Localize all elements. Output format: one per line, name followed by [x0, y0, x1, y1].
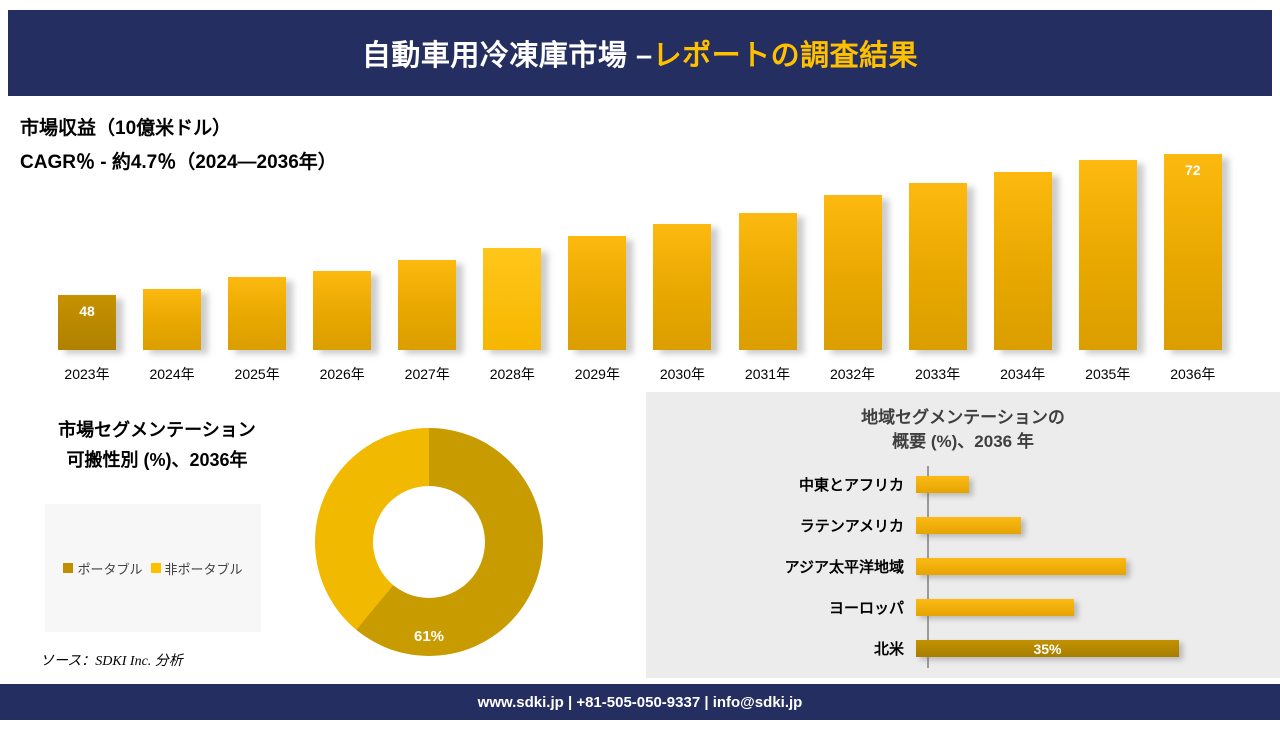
region-row: 中東とアフリカ	[646, 464, 1280, 505]
year-label: 2031年	[744, 366, 791, 382]
bar-value-label: 72	[1185, 162, 1201, 178]
segmentation-title-line1: 市場セグメンテーション	[58, 420, 256, 440]
revenue-bar-column	[143, 289, 202, 350]
revenue-bar	[993, 172, 1052, 350]
region-title: 地域セグメンテーションの 概要 (%)、2036 年	[646, 406, 1280, 454]
revenue-bar	[1078, 160, 1137, 350]
legend-label: 非ポータブル	[164, 561, 243, 577]
donut-chart: 61%	[315, 428, 543, 656]
revenue-bar	[143, 289, 202, 350]
region-label: アジア太平洋地域	[784, 559, 904, 576]
segmentation-panel: 市場セグメンテーション 可搬性別 (%)、2036年 ポータブル 非ポータブル 6…	[0, 392, 642, 678]
year-label: 2035年	[1085, 366, 1131, 382]
donut-hole	[373, 486, 485, 598]
revenue-bar-column	[993, 172, 1052, 350]
footer-bar: www.sdki.jp | +81-505-050-9337 | info@sd…	[0, 684, 1280, 720]
revenue-ylabel: 市場収益（10億米ドル）	[20, 118, 232, 139]
revenue-bar: 48	[58, 295, 116, 350]
year-label: 2030年	[659, 366, 706, 382]
year-label: 2028年	[489, 366, 535, 382]
revenue-year-axis: 2023年 2024年 2025年 2026年 2027年 2028年 2029年 2030年…	[58, 364, 1222, 384]
revenue-bar-column	[1078, 160, 1137, 350]
region-bar	[916, 476, 969, 493]
revenue-bar-column	[653, 224, 712, 350]
revenue-bar-column: 48	[58, 295, 116, 350]
year-label: 2034年	[1000, 366, 1046, 382]
region-label: ヨーロッパ	[828, 600, 904, 617]
region-panel: 地域セグメンテーションの 概要 (%)、2036 年 中東とアフリカ ラテンアメリ…	[646, 392, 1280, 678]
region-bar	[916, 599, 1074, 616]
header-banner: 自動車用冷凍庫市場 –レポートの調査結果	[8, 10, 1272, 96]
year-label: 2032年	[829, 366, 876, 382]
revenue-bar-column: 72	[1163, 154, 1222, 350]
donut-percentage-label: 61%	[413, 628, 445, 645]
legend-swatch-icon	[150, 563, 161, 573]
revenue-bars: 48 72	[58, 150, 1222, 350]
legend-item: ポータブル	[63, 559, 143, 578]
revenue-chart-section: 市場収益（10億米ドル） CAGR％ - 約4.7％（2024―2036年） 4…	[0, 96, 1280, 392]
revenue-bar	[568, 236, 627, 350]
region-title-line1: 地域セグメンテーションの	[861, 408, 1065, 427]
revenue-cagr-note: CAGR％ - 約4.7％（2024―2036年）	[20, 152, 337, 174]
bar-value-label: 48	[79, 303, 95, 319]
region-title-line2: 概要 (%)、2036 年	[892, 431, 1034, 451]
revenue-bar-column	[738, 213, 797, 350]
footer-contact: www.sdki.jp | +81-505-050-9337 | info@sd…	[477, 693, 803, 711]
region-label: ラテンアメリカ	[799, 518, 904, 535]
region-row: アジア太平洋地域	[646, 546, 1280, 587]
year-label: 2023年	[64, 366, 110, 382]
region-row: ラテンアメリカ	[646, 505, 1280, 546]
region-row: ヨーロッパ	[646, 587, 1280, 628]
legend-swatch-icon	[63, 563, 74, 573]
revenue-bar-column	[483, 248, 542, 350]
year-label: 2029年	[574, 366, 620, 382]
revenue-bar	[398, 260, 457, 350]
revenue-chart-heading: 市場収益（10億米ドル） CAGR％ - 約4.7％（2024―2036年）	[20, 112, 1280, 180]
revenue-bar-column	[908, 183, 967, 350]
revenue-bar-column	[228, 277, 287, 350]
region-label: 北米	[873, 641, 904, 658]
page-title: 自動車用冷凍庫市場 –レポートの調査結果	[362, 32, 918, 74]
page-title-gold: レポートの調査結果	[652, 40, 919, 72]
year-label: 2027年	[404, 366, 450, 382]
year-label: 2026年	[319, 366, 365, 382]
year-label: 2024年	[149, 366, 195, 382]
year-label: 2036年	[1170, 366, 1216, 382]
revenue-bar	[313, 271, 372, 350]
revenue-bar-column	[823, 195, 882, 350]
region-bar	[916, 517, 1021, 534]
region-label: 中東とアフリカ	[798, 477, 904, 494]
page-title-white: 自動車用冷凍庫市場 –	[361, 40, 653, 72]
region-row: 北米 35%	[646, 628, 1280, 669]
revenue-bar: 72	[1163, 154, 1222, 350]
legend-item: 非ポータブル	[150, 559, 243, 578]
revenue-bar	[738, 213, 797, 350]
bottom-section: 市場セグメンテーション 可搬性別 (%)、2036年 ポータブル 非ポータブル 6…	[0, 392, 1280, 678]
segmentation-title-line2: 可搬性別 (%)、2036年	[66, 450, 248, 470]
revenue-bar	[228, 277, 287, 350]
revenue-bar-column	[568, 236, 627, 350]
revenue-bar	[908, 183, 967, 350]
region-rows: 中東とアフリカ ラテンアメリカアジア太平洋地域ヨーロッパ北米 35%	[646, 464, 1280, 669]
year-label: 2025年	[234, 366, 280, 382]
revenue-bar-column	[398, 260, 457, 350]
region-bar-value-label: 35%	[1033, 640, 1062, 657]
legend-box: ポータブル 非ポータブル	[45, 504, 261, 632]
revenue-bar	[483, 248, 542, 350]
revenue-bar	[823, 195, 882, 350]
revenue-bar	[653, 224, 712, 350]
region-bar	[916, 558, 1126, 575]
revenue-bar-column	[313, 271, 372, 350]
source-note: ソース：SDKI Inc. 分析	[40, 654, 183, 669]
legend-label: ポータブル	[77, 561, 143, 577]
region-bar: 35%	[916, 640, 1179, 657]
year-label: 2033年	[915, 366, 961, 382]
